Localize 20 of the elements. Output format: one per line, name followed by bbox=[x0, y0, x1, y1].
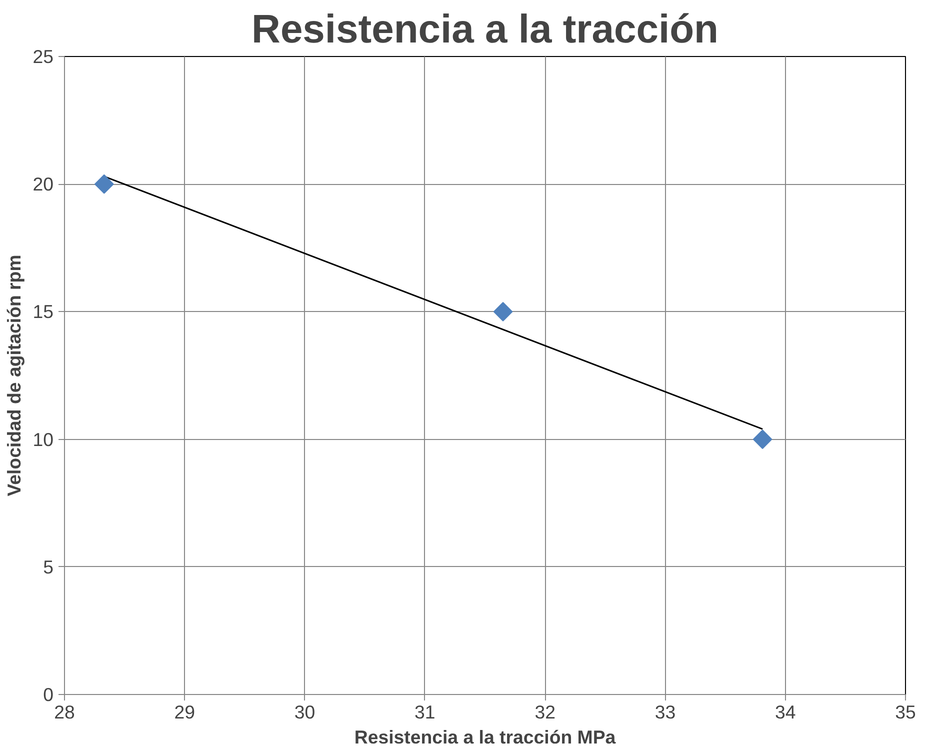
point bbox=[493, 302, 513, 322]
y-tick-label: 5 bbox=[43, 556, 54, 578]
y-tick-label: 20 bbox=[32, 174, 54, 195]
x-tick-label: 31 bbox=[414, 702, 436, 722]
y-tick-label: 10 bbox=[32, 428, 54, 450]
point bbox=[94, 174, 114, 194]
x-tick-label: 34 bbox=[774, 702, 796, 722]
y-tick-label: 0 bbox=[43, 684, 54, 705]
x-tick-label: 32 bbox=[534, 702, 556, 722]
y-axis-title: Velocidad de agitación rpm bbox=[4, 254, 25, 496]
x-tick-label: 30 bbox=[294, 702, 316, 722]
y-tick-label: 25 bbox=[32, 46, 54, 67]
x-axis-title: Resistencia a la tracción MPa bbox=[354, 726, 616, 748]
x-tick-label: 28 bbox=[54, 702, 75, 722]
x-tick-label: 33 bbox=[654, 702, 676, 722]
chart-title: Resistencia a la tracción bbox=[252, 8, 718, 52]
y-tick-label: 15 bbox=[32, 301, 54, 322]
point bbox=[752, 430, 772, 449]
x-tick-label: 29 bbox=[174, 702, 196, 722]
x-tick-label: 35 bbox=[895, 702, 916, 722]
